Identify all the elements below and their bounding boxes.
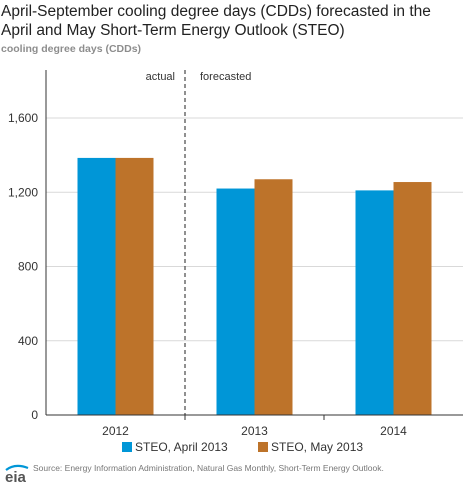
x-tick-labels: 2012 2013 2014 <box>102 424 407 438</box>
svg-text:eia: eia <box>5 469 27 486</box>
y-tick-label: 800 <box>18 260 38 274</box>
forecasted-label: forecasted <box>200 71 251 83</box>
source-note: Source: Energy Information Administratio… <box>33 463 384 473</box>
bar <box>77 157 116 416</box>
eia-logo: eia <box>5 464 29 486</box>
bar <box>115 157 154 416</box>
y-tick-labels: 0 400 800 1,200 1,600 <box>8 111 38 422</box>
actual-label: actual <box>146 71 175 83</box>
chart-title: April-September cooling degree days (CDD… <box>1 3 431 39</box>
bar <box>355 190 394 415</box>
x-tick-label: 2014 <box>380 424 407 438</box>
legend-swatch <box>122 442 132 452</box>
y-units-label: cooling degree days (CDDs) <box>1 43 142 55</box>
legend: STEO, April 2013 STEO, May 2013 <box>122 440 363 454</box>
bar <box>254 179 293 415</box>
y-tick-label: 1,600 <box>8 111 38 125</box>
footer: eia Source: Energy Information Administr… <box>0 460 468 488</box>
legend-swatch <box>258 442 268 452</box>
y-tick-label: 0 <box>31 408 38 422</box>
y-tick-label: 400 <box>18 334 38 348</box>
axes <box>45 70 463 420</box>
bars <box>77 157 432 416</box>
forecast-divider: actual forecasted <box>146 70 251 415</box>
y-tick-label: 1,200 <box>8 185 38 199</box>
bar <box>393 182 432 415</box>
legend-label: STEO, May 2013 <box>271 440 363 454</box>
x-tick-label: 2013 <box>241 424 268 438</box>
bar <box>216 188 255 415</box>
legend-label: STEO, April 2013 <box>135 440 228 454</box>
x-tick-label: 2012 <box>102 424 129 438</box>
